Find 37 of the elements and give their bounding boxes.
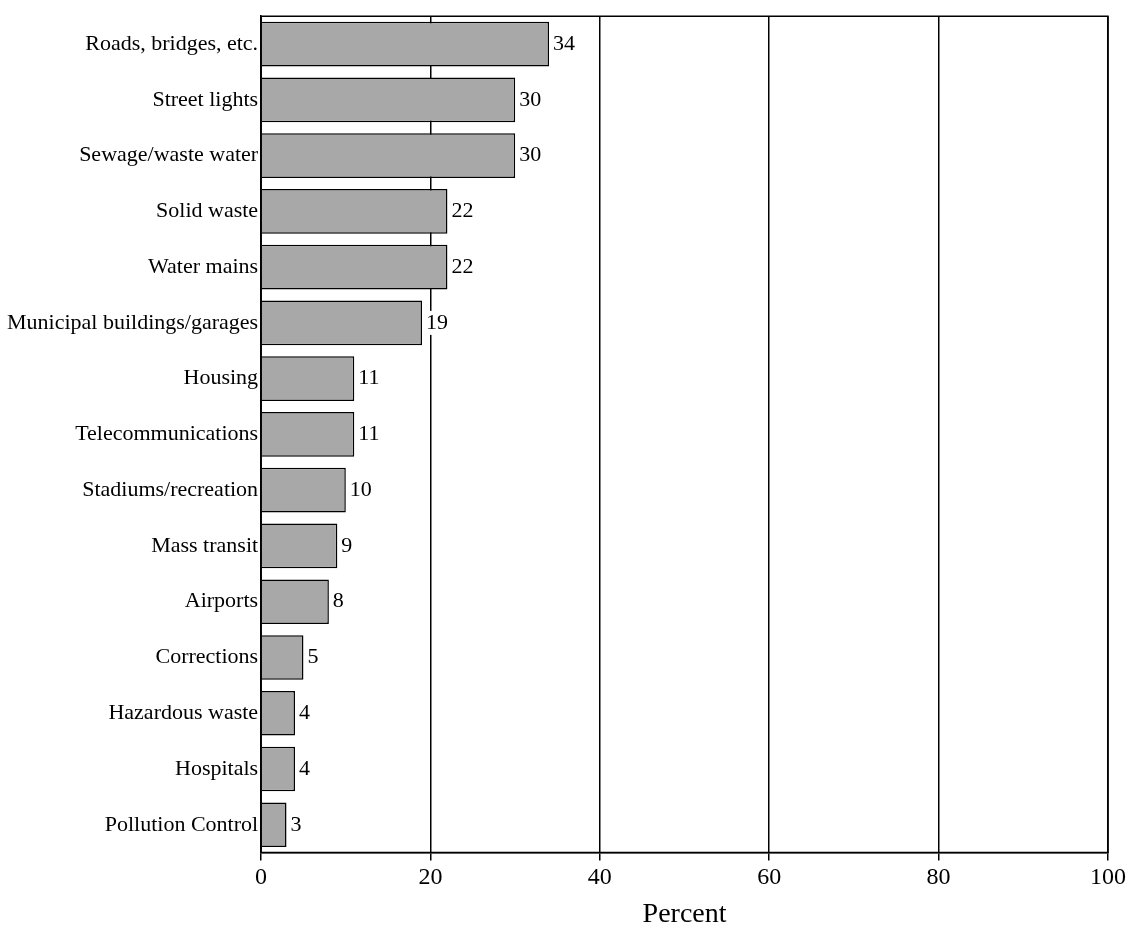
y-tick-label: Airports [184, 587, 259, 613]
data-label: 11 [358, 364, 380, 390]
y-tick-label: Municipal buildings/garages [7, 308, 259, 334]
x-tick-label: 0 [255, 863, 268, 890]
data-label: 3 [290, 810, 302, 836]
y-tick-label: Roads, bridges, etc. [85, 29, 259, 55]
data-label: 22 [451, 197, 474, 223]
y-tick-label: Hospitals [175, 754, 259, 780]
data-label: 30 [519, 85, 542, 111]
data-label: 4 [299, 698, 310, 724]
data-label: 11 [358, 420, 380, 446]
y-tick-label: Corrections [155, 643, 259, 669]
y-tick-label: Pollution Control [104, 810, 259, 836]
data-label: 10 [349, 475, 372, 501]
data-label: 19 [426, 308, 449, 334]
data-label: 9 [341, 531, 353, 557]
data-label: 5 [307, 643, 319, 669]
data-label: 8 [332, 587, 344, 613]
data-label: 30 [519, 141, 542, 167]
y-tick-label: Hazardous waste [108, 698, 259, 724]
x-tick-label: 40 [587, 863, 612, 890]
data-label: 22 [451, 252, 474, 278]
data-label: 34 [553, 29, 576, 55]
x-tick-label: 80 [926, 863, 951, 890]
y-tick-label: Mass transit [151, 531, 259, 557]
y-tick-label: Street lights [152, 85, 259, 111]
x-axis-title: Percent [642, 896, 727, 928]
y-tick-label: Sewage/waste water [79, 141, 259, 167]
y-tick-label: Stadiums/recreation [82, 475, 259, 501]
y-tick-label: Housing [183, 364, 259, 390]
data-label: 4 [299, 754, 310, 780]
y-tick-label: Telecommunications [75, 420, 259, 446]
y-tick-label: Solid waste [156, 197, 259, 223]
x-tick-label: 60 [757, 863, 782, 890]
x-tick-label: 20 [418, 863, 443, 890]
y-tick-label: Water mains [148, 252, 259, 278]
x-tick-label: 100 [1090, 863, 1126, 890]
